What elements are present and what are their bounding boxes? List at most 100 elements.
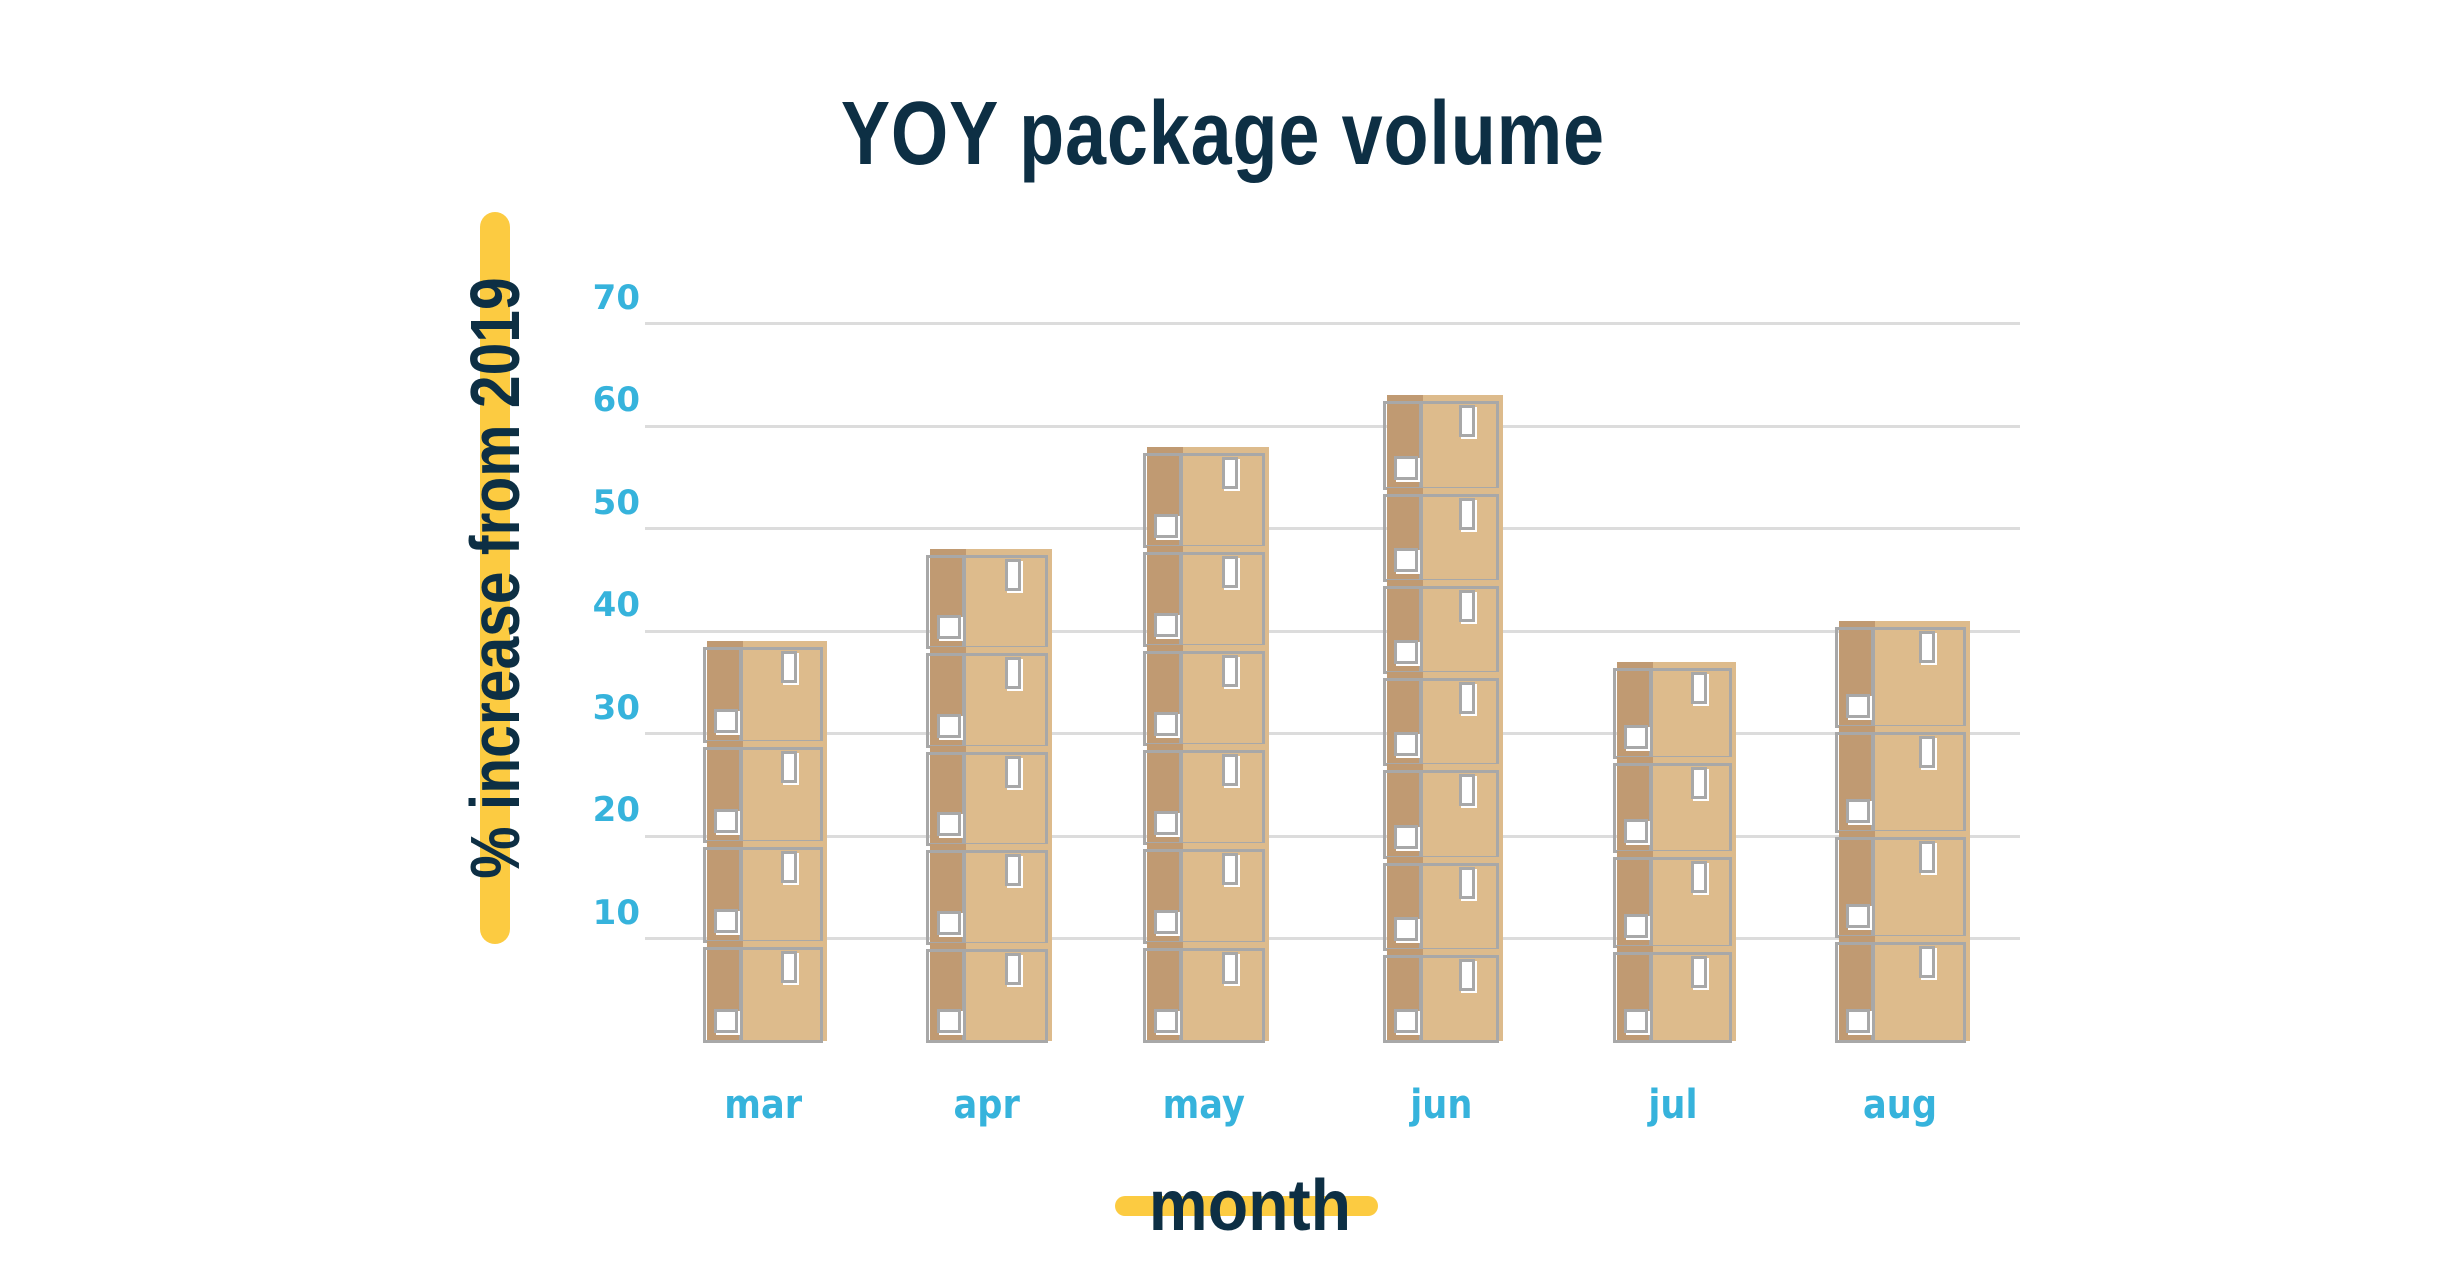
box-label-icon [1394,640,1418,664]
box-tape-icon [1222,852,1238,885]
bar-mar [703,641,827,1043]
box-tape-icon [1222,456,1238,489]
x-axis-label: month [1148,1166,1352,1246]
box-tape-icon [1459,589,1475,622]
package-box-icon [1613,661,1736,759]
x-axis-label-highlight [1115,1196,1378,1216]
package-box-icon [1383,395,1503,490]
package-box-icon [1143,941,1269,1043]
box-edge [1419,493,1423,582]
package-box-icon [703,841,827,944]
box-label-icon [1394,1009,1418,1033]
box-outline [1383,954,1499,1043]
package-box-icon [926,942,1052,1043]
box-edge [1419,585,1423,674]
box-edge [1871,836,1875,938]
package-box-icon [703,741,827,844]
box-label-icon [937,910,961,935]
package-box-icon [1613,756,1736,854]
box-tape-icon [1459,682,1475,714]
x-tick-label: apr [887,1080,1087,1130]
package-box-icon [1143,644,1269,746]
x-tick-label: aug [1801,1080,2001,1130]
package-box-icon [926,745,1052,847]
box-label-icon [1154,909,1178,934]
package-box-icon [703,941,827,1043]
box-label-icon [1154,810,1178,835]
box-edge [1419,401,1423,490]
package-box-icon [1835,830,1970,938]
box-label-icon [714,809,738,834]
box-tape-icon [1690,861,1707,894]
gridline [645,834,2020,838]
package-box-icon [926,647,1052,748]
box-tape-icon [1005,755,1021,788]
y-tick-label: 40 [592,585,640,625]
box-tape-icon [1222,753,1238,786]
box-tape-icon [1222,555,1238,588]
gridline [645,424,2020,428]
box-label-icon [1394,455,1418,480]
x-tick-text: jun [1409,1082,1473,1128]
package-box-icon [1835,620,1970,728]
box-edge [1179,650,1183,746]
package-box-icon [1143,842,1269,944]
package-box-icon [1613,851,1736,949]
box-outline [926,948,1048,1043]
box-tape-icon [1690,766,1707,799]
box-edge [1179,551,1183,647]
box-edge [1649,952,1653,1043]
box-label-icon [1846,798,1870,823]
box-edge [962,653,966,748]
y-axis-label-highlight [480,212,510,944]
box-tape-icon [1459,405,1475,438]
box-tape-icon [1459,958,1475,991]
package-box-icon [1143,446,1269,548]
box-label-icon [1154,1008,1178,1033]
box-tape-icon [1918,945,1935,978]
box-label-icon [937,1008,961,1033]
box-tape-icon [1690,956,1707,989]
box-edge [962,948,966,1043]
x-tick-text: jul [1647,1082,1698,1128]
package-box-icon [1383,764,1503,859]
box-edge [1179,947,1183,1043]
box-edge [1649,667,1653,759]
box-label-icon [1394,916,1418,941]
box-label-icon [714,709,738,734]
box-label-icon [1154,711,1178,736]
box-label-icon [1624,819,1648,844]
box-tape-icon [1005,854,1021,887]
box-edge [1419,678,1423,767]
y-tick-label: 20 [592,790,640,830]
box-tape-icon [1005,952,1021,985]
box-edge [739,847,743,944]
bar-may [1143,446,1269,1043]
box-edge [1871,626,1875,728]
box-outline [703,947,823,1043]
x-tick-text: may [1162,1082,1246,1128]
box-outline [1613,952,1732,1043]
package-box-icon [1383,672,1503,767]
box-tape-icon [1918,735,1935,768]
box-edge [962,850,966,945]
x-tick-label: jul [1573,1080,1773,1130]
box-label-icon [1394,732,1418,757]
box-edge [739,647,743,744]
box-label-icon [1154,612,1178,637]
x-tick-label: jun [1341,1080,1541,1130]
package-box-icon [1835,935,1970,1043]
x-tick-text: aug [1863,1082,1938,1128]
box-label-icon [1624,1009,1648,1033]
box-tape-icon [1918,840,1935,873]
gridline [645,527,2020,530]
y-tick-label: 50 [592,482,640,523]
x-tick-text: apr [953,1082,1021,1128]
box-outline [1143,947,1265,1043]
box-label-icon [714,1009,738,1033]
box-label-icon [1846,693,1870,718]
box-tape-icon [781,951,797,984]
box-edge [1649,857,1653,949]
package-box-icon [1835,725,1970,833]
box-label-icon [1624,724,1648,749]
